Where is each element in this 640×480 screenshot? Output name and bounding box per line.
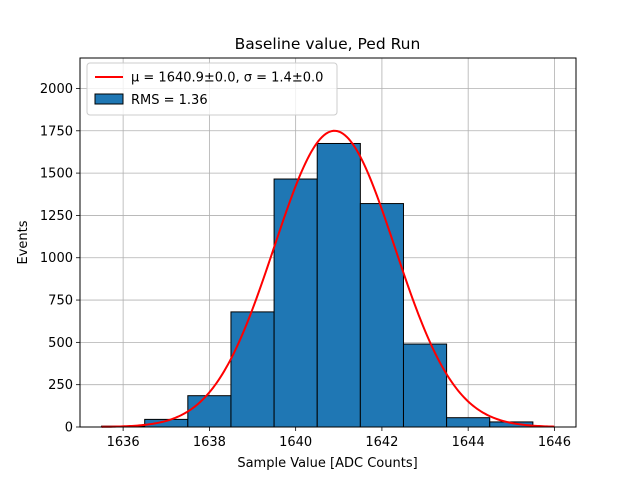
histogram-bar <box>446 417 491 428</box>
x-tick-label: 1640 <box>279 435 312 450</box>
y-tick-label: 1750 <box>40 124 73 139</box>
y-tick-label: 750 <box>48 294 73 309</box>
legend-hist-swatch <box>94 93 124 105</box>
y-tick-label: 2000 <box>40 82 73 97</box>
y-tick-label: 1500 <box>40 167 73 182</box>
legend-hist-label: RMS = 1.36 <box>131 93 208 108</box>
histogram-bar <box>273 178 318 428</box>
histogram-bars <box>101 142 534 428</box>
chart-title: Baseline value, Ped Run <box>235 35 421 53</box>
histogram-bar <box>359 203 404 428</box>
x-axis-label: Sample Value [ADC Counts] <box>237 456 417 471</box>
y-tick-label: 0 <box>65 421 73 436</box>
y-tick-label: 1000 <box>40 251 73 266</box>
y-tick-label: 1250 <box>40 209 73 224</box>
x-tick-label: 1644 <box>452 435 485 450</box>
gaussian-fit-line <box>101 129 555 428</box>
histogram-bar <box>402 343 448 428</box>
histogram-bar <box>230 311 275 428</box>
legend-box <box>86 62 338 116</box>
legend-fit-label: μ = 1640.9±0.0, σ = 1.4±0.0 <box>131 71 323 86</box>
x-tick-label: 1636 <box>107 435 140 450</box>
x-tick-label: 1646 <box>538 435 571 450</box>
histogram-bar <box>187 395 232 428</box>
y-axis-ticks: 0 250 500 750 1000 1250 1500 1750 2000 <box>40 82 80 436</box>
histogram-bar <box>316 142 361 428</box>
x-tick-label: 1638 <box>193 435 226 450</box>
y-tick-label: 500 <box>48 336 73 351</box>
x-axis-ticks: 1636 1638 1640 1642 1644 1646 <box>107 427 571 450</box>
y-axis-label: Events <box>16 220 31 264</box>
x-tick-label: 1642 <box>365 435 398 450</box>
legend: μ = 1640.9±0.0, σ = 1.4±0.0 RMS = 1.36 <box>86 62 338 116</box>
plot-frame <box>79 57 577 428</box>
y-tick-label: 250 <box>48 378 73 393</box>
